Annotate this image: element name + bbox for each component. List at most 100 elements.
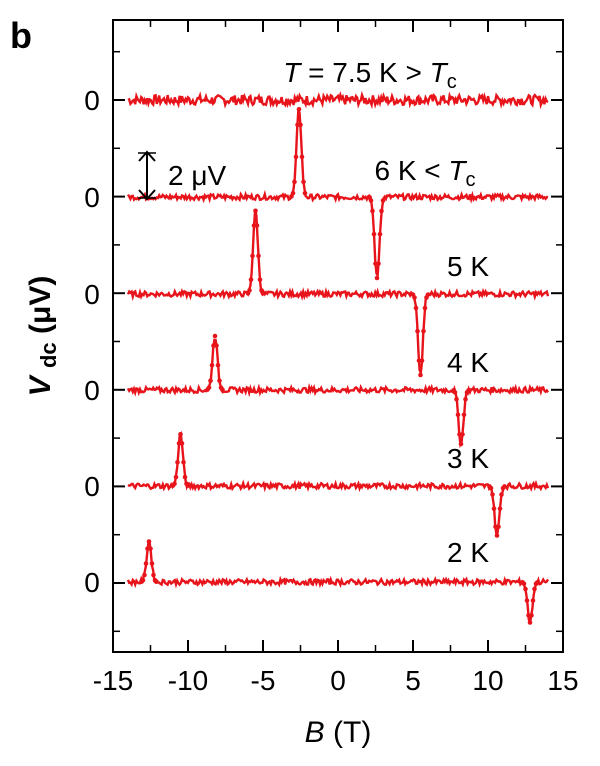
plot-frame xyxy=(112,19,564,653)
x-tick-label: -15 xyxy=(93,665,133,696)
peak-marker xyxy=(154,579,159,584)
peak-marker xyxy=(173,474,179,480)
label-prefix: T xyxy=(283,57,302,88)
peak-marker xyxy=(301,179,306,185)
peak-marker xyxy=(146,539,152,544)
peak-marker xyxy=(290,190,296,196)
peak-marker xyxy=(172,481,177,487)
y-zero-label: 0 xyxy=(84,85,100,116)
peak-marker xyxy=(371,231,377,237)
y-zero-label: 0 xyxy=(84,375,100,406)
curve-label: 6 K < Tc xyxy=(374,155,475,191)
peak-marker xyxy=(415,328,420,334)
peak-marker xyxy=(256,253,261,259)
peak-marker xyxy=(257,277,263,282)
label-subscript: c xyxy=(447,71,457,93)
peak-marker xyxy=(217,378,222,383)
peak-marker xyxy=(488,485,494,491)
label-main: 6 K < xyxy=(374,155,448,186)
peak-marker xyxy=(185,483,191,488)
series-line xyxy=(127,90,549,110)
x-tick-label: 5 xyxy=(405,665,421,696)
peak-marker xyxy=(220,387,225,392)
peak-marker xyxy=(458,441,464,447)
peak-marker xyxy=(497,506,503,511)
x-axis-unit: (T) xyxy=(333,716,371,749)
series-5 xyxy=(126,539,550,625)
scale-bar-label: 2 μV xyxy=(168,160,226,191)
series-4 xyxy=(127,430,550,538)
peak-marker xyxy=(527,620,533,625)
peak-marker xyxy=(463,397,468,402)
peak-marker xyxy=(521,581,527,587)
peak-marker xyxy=(298,122,303,128)
peak-marker xyxy=(302,190,308,196)
peak-marker xyxy=(421,328,426,334)
x-tick-label: 15 xyxy=(547,665,578,696)
series-3 xyxy=(126,333,549,449)
peak-marker xyxy=(532,586,537,592)
label-main: 4 K xyxy=(447,347,489,378)
x-tick-label: -5 xyxy=(251,665,276,696)
series-1 xyxy=(126,106,549,281)
peak-marker xyxy=(535,580,540,585)
peak-marker xyxy=(299,154,305,160)
peak-marker xyxy=(250,253,255,259)
curve-label: 3 K xyxy=(447,443,489,474)
peak-marker xyxy=(253,208,258,214)
peak-marker xyxy=(254,223,260,228)
peak-marker xyxy=(182,474,188,480)
y-axis-subscript: dc xyxy=(36,342,61,368)
peak-marker xyxy=(422,305,428,311)
peak-marker xyxy=(179,441,185,446)
y-zero-label: 0 xyxy=(84,182,100,213)
y-axis-symbol: V xyxy=(24,373,57,396)
peak-marker xyxy=(148,546,153,551)
peak-marker xyxy=(368,198,374,203)
peak-marker xyxy=(247,288,252,293)
peak-marker xyxy=(529,613,534,618)
panel-letter: b xyxy=(10,15,32,56)
scale-bar: 2 μV xyxy=(138,150,226,201)
y-axis-title: V dc (μV) xyxy=(24,276,63,397)
peak-marker xyxy=(494,533,500,538)
peak-marker xyxy=(181,460,186,465)
series-line xyxy=(126,109,549,280)
series-2 xyxy=(126,208,550,378)
x-tick-label: 0 xyxy=(330,665,346,696)
peak-marker xyxy=(377,231,383,237)
peak-marker xyxy=(143,561,149,566)
series-line xyxy=(126,338,549,449)
peak-marker xyxy=(454,397,459,402)
peak-marker xyxy=(215,362,221,368)
series-0 xyxy=(127,90,549,110)
peak-marker xyxy=(370,208,375,214)
peak-marker xyxy=(418,372,423,378)
x-axis-title: B (T) xyxy=(305,716,372,749)
peak-marker xyxy=(380,198,386,203)
series-line xyxy=(126,539,550,624)
peak-marker xyxy=(523,586,528,592)
y-zero-label: 0 xyxy=(84,567,100,598)
peak-marker xyxy=(206,385,212,390)
peak-marker xyxy=(455,412,461,418)
peak-marker xyxy=(452,390,458,395)
x-tick-label: -10 xyxy=(168,665,208,696)
peak-marker xyxy=(178,431,183,437)
peak-marker xyxy=(214,343,219,348)
peak-marker xyxy=(425,292,431,297)
ticks-layer xyxy=(112,20,564,652)
curves-layer xyxy=(126,90,550,625)
peak-marker xyxy=(140,577,146,583)
label-main: 5 K xyxy=(447,251,489,282)
peak-marker xyxy=(412,295,417,300)
label-main: 3 K xyxy=(447,443,489,474)
peak-marker xyxy=(413,305,419,311)
label-symbol: T xyxy=(448,155,467,186)
peak-marker xyxy=(466,388,471,393)
peak-marker xyxy=(376,261,381,266)
curve-label: 5 K xyxy=(447,251,489,282)
peak-marker xyxy=(490,492,495,497)
